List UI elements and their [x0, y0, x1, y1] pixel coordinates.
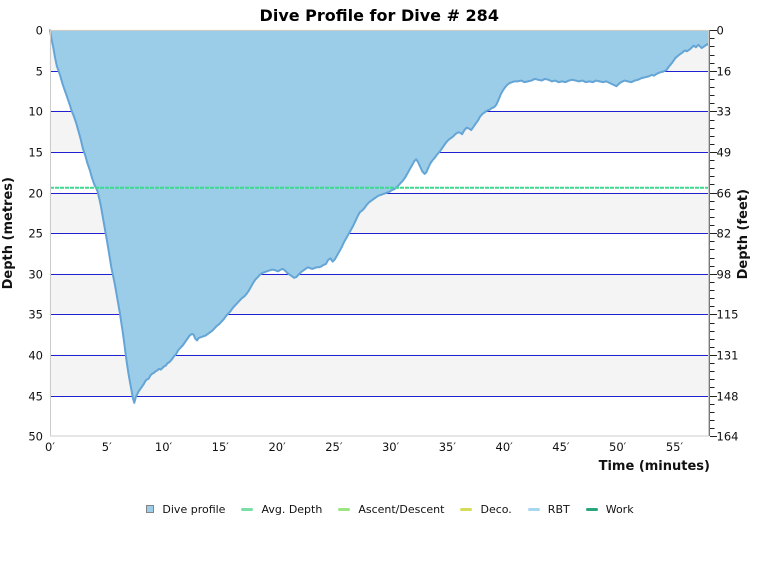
- legend-label: Deco.: [480, 502, 512, 516]
- x-tick-label: 5′: [102, 440, 112, 454]
- x-axis-title: Time (minutes): [599, 459, 710, 474]
- legend-item-rbt: RBT: [527, 502, 570, 516]
- right-tick-label: 131: [717, 349, 739, 363]
- legend-label: Dive profile: [162, 502, 226, 516]
- x-axis-labels: 0′ 5′ 10′ 15′ 20′ 25′ 30′ 35′ 40′ 45′ 50′ 55′: [45, 440, 683, 454]
- left-tick-label: 0: [36, 24, 43, 38]
- x-tick-label: 30′: [382, 440, 400, 454]
- right-tick-label: 16: [717, 65, 732, 79]
- legend-swatch-line: [241, 507, 254, 511]
- right-tick-label: 66: [717, 187, 732, 201]
- right-tick-label: 164: [717, 430, 739, 444]
- left-tick-label: 40: [28, 349, 43, 363]
- chart-legend: Dive profile Avg. Depth Ascent/Descent Deco…: [10, 501, 760, 517]
- left-tick-label: 15: [28, 146, 43, 160]
- legend-label: Work: [605, 502, 634, 516]
- legend-swatch-line: [338, 507, 351, 511]
- x-tick-label: 45′: [552, 440, 570, 454]
- dive-profile-area: [50, 30, 709, 403]
- left-tick-label: 30: [28, 268, 43, 282]
- left-tick-label: 10: [28, 105, 43, 119]
- legend-label: Avg. Depth: [261, 502, 323, 516]
- x-tick-label: 15′: [212, 440, 230, 454]
- left-tick-label: 25: [28, 227, 43, 241]
- right-tick-label: 98: [717, 268, 732, 282]
- legend-swatch-box: [146, 505, 155, 513]
- right-tick-label: 115: [717, 308, 739, 322]
- legend-swatch-line: [460, 507, 473, 511]
- left-tick-label: 45: [28, 390, 43, 404]
- right-tick-label: 33: [717, 105, 732, 119]
- depth-band: [50, 396, 709, 436]
- left-tick-label: 5: [36, 65, 43, 79]
- chart-title: Dive Profile for Dive # 284: [260, 6, 499, 25]
- legend-item-avg-depth: Avg. Depth: [241, 503, 322, 516]
- plot-frame: [49, 30, 709, 437]
- right-axis-labels: 0 16 33 49 66 82 98 115 131 148 164: [717, 24, 739, 444]
- x-tick-label: 25′: [325, 440, 343, 454]
- left-tick-label: 35: [28, 308, 43, 322]
- left-axis-title: Depth (metres): [1, 177, 16, 289]
- legend-item-deco: Deco.: [460, 502, 512, 516]
- left-axis-labels: 0 5 10 15 20 25 30 35 40 45 50: [28, 24, 43, 444]
- legend-item-work: Work: [585, 502, 634, 516]
- x-tick-label: 40′: [496, 440, 514, 454]
- right-axis-title: Depth (feet): [736, 189, 751, 279]
- x-tick-label: 0′: [45, 440, 55, 454]
- dive-profile-outline: [49, 29, 710, 404]
- right-tick-label: 49: [717, 146, 732, 160]
- right-tick-label: 82: [717, 227, 732, 241]
- x-tick-label: 55′: [666, 440, 684, 454]
- left-tick-label: 20: [28, 187, 43, 201]
- legend-swatch-line: [527, 507, 540, 511]
- legend-item-ascent-descent: Ascent/Descent: [338, 503, 444, 516]
- x-tick-label: 10′: [155, 440, 173, 454]
- x-tick-label: 50′: [609, 440, 627, 454]
- legend-item-dive-profile: Dive profile: [146, 503, 225, 516]
- right-tick-label: 0: [717, 24, 724, 38]
- legend-swatch-line: [585, 507, 598, 511]
- legend-label: Ascent/Descent: [358, 502, 445, 516]
- legend-label: RBT: [547, 502, 570, 516]
- right-axis: [709, 29, 717, 438]
- right-tick-label: 148: [717, 390, 739, 404]
- x-tick-label: 20′: [268, 440, 286, 454]
- left-tick-label: 50: [28, 430, 43, 444]
- x-tick-label: 35′: [439, 440, 457, 454]
